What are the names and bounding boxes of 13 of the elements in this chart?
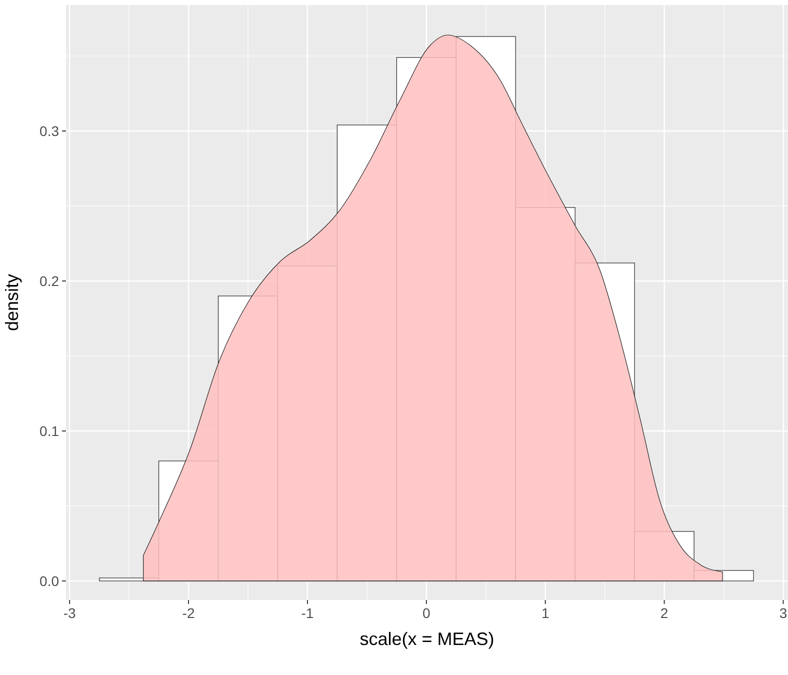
y-tick-label: 0.3 xyxy=(40,122,60,139)
x-tick-label: -2 xyxy=(182,605,195,621)
x-tick-label: 1 xyxy=(541,605,550,621)
x-axis-title: scale(x = MEAS) xyxy=(360,629,494,649)
y-tick-label: 0.0 xyxy=(40,572,60,589)
x-tick-label: -1 xyxy=(301,605,314,621)
y-tick-label: 0.1 xyxy=(40,422,60,439)
y-tick-label: 0.2 xyxy=(40,272,60,289)
x-tick-label: 2 xyxy=(660,605,668,621)
y-axis-title: density xyxy=(2,274,22,332)
x-tick-label: 3 xyxy=(779,605,788,621)
x-tick-label: -3 xyxy=(63,605,76,621)
x-tick-label: 0 xyxy=(422,605,431,621)
